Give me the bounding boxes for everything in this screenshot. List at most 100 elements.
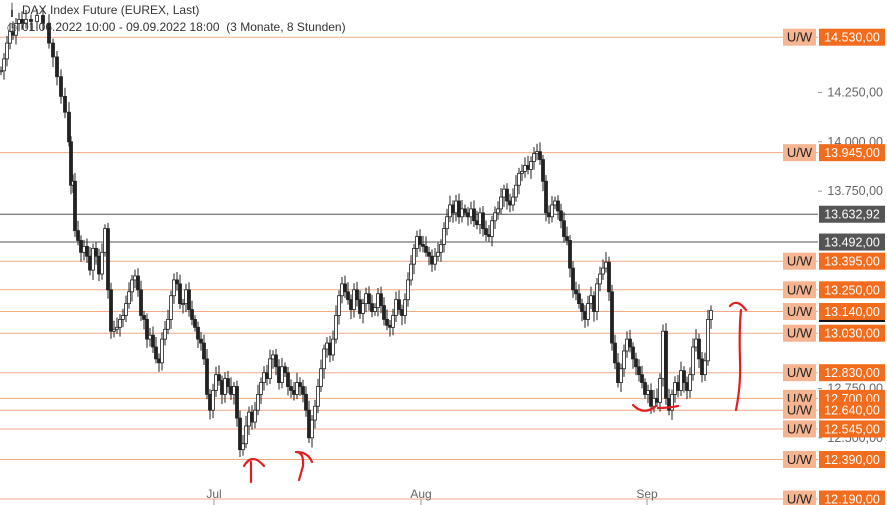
candle-body — [145, 319, 149, 340]
candle-body — [217, 374, 221, 381]
candle-body — [343, 283, 347, 293]
candle-body — [679, 370, 683, 391]
candle-body — [457, 200, 461, 218]
candle-body — [29, 19, 33, 22]
candle-body — [427, 251, 431, 257]
candle-body — [706, 319, 710, 362]
candle-body — [262, 372, 266, 383]
candle-body — [466, 212, 470, 218]
candle-body — [211, 390, 215, 411]
candle-body — [499, 196, 503, 210]
candle-body — [532, 153, 536, 162]
target-arrow — [728, 301, 748, 412]
candle-body — [613, 342, 617, 364]
chart-title: DAX Index Future (EUREX, Last) — [22, 3, 200, 17]
price-box — [819, 252, 885, 270]
candle-body — [436, 251, 440, 257]
candle-body — [637, 366, 641, 376]
candle-body — [400, 309, 404, 316]
x-axis-ticks: Jul Aug Sep — [206, 487, 658, 505]
candle-body — [163, 328, 167, 340]
candle-body — [493, 212, 497, 222]
candle-body — [157, 358, 161, 364]
candle-body — [82, 245, 86, 253]
candle-body — [244, 425, 248, 445]
uw-tag: U/W — [787, 30, 813, 45]
candle-body — [397, 299, 401, 310]
candle-body — [628, 338, 632, 348]
candle-body — [406, 279, 410, 301]
candle-body — [337, 295, 341, 316]
candle-body — [481, 212, 485, 230]
price-label: 12.640,00 — [824, 404, 880, 418]
candle-body — [478, 212, 482, 226]
candle-body — [655, 397, 659, 403]
candle-body — [2, 58, 6, 72]
price-label: 12.830,00 — [824, 366, 880, 380]
candle-body — [505, 188, 509, 202]
candle-body — [238, 417, 242, 451]
price-label: 13.395,00 — [824, 255, 880, 269]
candle-body — [307, 409, 311, 439]
candle-body — [529, 161, 533, 170]
candle-body — [388, 324, 392, 328]
candle-body — [592, 295, 596, 312]
price-box — [819, 364, 885, 382]
candle-body — [598, 273, 602, 285]
candle-body — [523, 165, 527, 172]
candle-body — [487, 234, 491, 237]
candle-body — [472, 208, 476, 222]
candle-body — [259, 382, 263, 395]
candle-body — [550, 204, 554, 218]
candle-body — [148, 334, 152, 340]
candle-body — [313, 405, 317, 421]
candle-body — [0, 70, 3, 73]
price-box — [819, 324, 885, 342]
candle-body — [367, 293, 371, 305]
price-box — [819, 303, 885, 321]
candle-body — [35, 15, 39, 22]
uw-tag-box — [783, 324, 816, 342]
price-box — [819, 281, 885, 299]
candle-body — [559, 210, 563, 222]
candle-body — [94, 247, 98, 257]
candle-body — [178, 283, 182, 305]
candle-body — [298, 382, 302, 387]
candle-body — [160, 338, 164, 364]
candle-body — [232, 386, 236, 395]
candle-body — [673, 382, 677, 395]
uw-tag: U/W — [787, 492, 813, 505]
y-tick-label: 13.750,00 — [827, 184, 883, 198]
candle-body — [577, 293, 581, 305]
price-label: 12.390,00 — [824, 453, 880, 467]
candle-body — [47, 22, 51, 44]
candle-body — [223, 378, 227, 395]
candle-body — [370, 303, 374, 312]
candle-body — [475, 220, 479, 226]
uw-tag: U/W — [787, 365, 813, 380]
candle-body — [256, 394, 260, 411]
uw-tag: U/W — [787, 254, 813, 269]
candle-body — [646, 390, 650, 395]
candle-body — [568, 240, 572, 269]
candle-body — [73, 180, 77, 232]
candle-body — [541, 159, 545, 182]
uw-tag-box — [783, 451, 816, 469]
candle-body — [496, 208, 500, 214]
price-label: 13.140,00 — [824, 305, 880, 319]
candle-body — [670, 394, 674, 411]
candle-body — [196, 326, 200, 340]
candle-body — [184, 289, 188, 305]
candle-body — [394, 299, 398, 316]
chart-range: (3 Monate, 8 Stunden) — [226, 20, 346, 34]
candle-body — [349, 299, 353, 310]
candle-body — [55, 56, 59, 78]
candle-body — [547, 212, 551, 218]
candle-body — [625, 338, 629, 352]
price-box — [819, 490, 885, 505]
clock-icon: ◷ — [6, 20, 18, 34]
uw-tag: U/W — [787, 452, 813, 467]
candle-body — [202, 342, 206, 360]
candle-body — [583, 311, 587, 320]
